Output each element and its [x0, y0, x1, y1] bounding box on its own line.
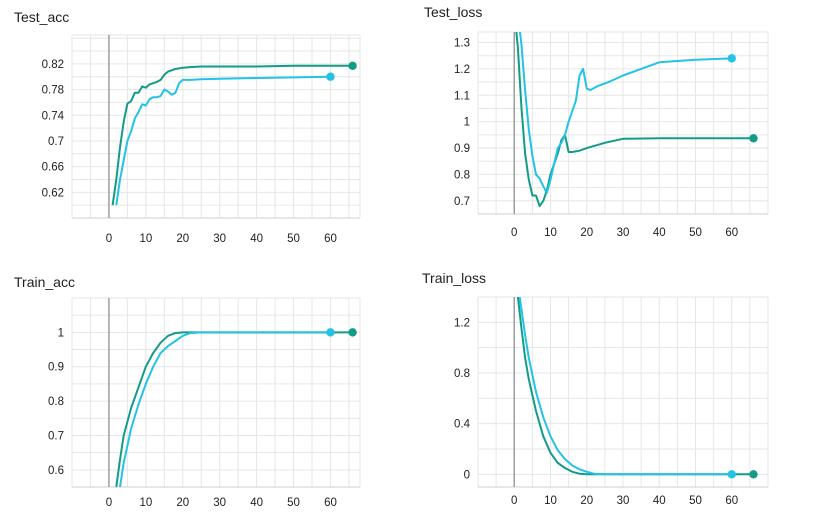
y-tick-label: 0.78 — [42, 85, 64, 97]
x-tick-label: 60 — [725, 227, 738, 239]
x-tick-label: 30 — [213, 233, 226, 245]
x-tick-label: 30 — [617, 227, 630, 239]
x-tick-label: 10 — [544, 495, 557, 507]
train-acc-chart: 0 10 20 30 40 50 60 0.6 0.7 0.8 0.9 1 — [48, 297, 361, 509]
y-tick-label: 1.1 — [454, 90, 470, 102]
test-acc-title: Test_acc — [14, 9, 70, 25]
series-line-cyan — [115, 75, 331, 206]
series-line-cyan — [119, 331, 331, 487]
series-line-teal — [515, 32, 754, 208]
test-loss-title: Test_loss — [424, 4, 483, 20]
y-tick-label: 1.3 — [454, 38, 470, 50]
x-tick-label: 0 — [106, 233, 112, 245]
x-tick-label: 40 — [653, 495, 666, 507]
y-tick-label: 0.9 — [454, 143, 470, 155]
x-tick-label: 20 — [176, 233, 189, 245]
series-end-marker-cyan — [326, 328, 335, 337]
series-end-marker-teal — [348, 61, 357, 71]
x-tick-label: 0 — [511, 227, 517, 239]
y-tick-label: 1.2 — [454, 317, 470, 329]
y-tick-label: 0 — [464, 469, 470, 481]
train-acc-title: Train_acc — [14, 274, 75, 290]
x-tick-label: 40 — [250, 497, 263, 509]
x-tick-label: 10 — [139, 497, 152, 509]
series-line-cyan — [518, 297, 732, 476]
x-tick-label: 20 — [580, 495, 593, 507]
y-tick-label: 1 — [464, 117, 470, 129]
y-tick-label: 0.62 — [42, 187, 64, 199]
grid-lines — [71, 297, 361, 488]
x-tick-label: 50 — [689, 227, 702, 239]
y-tick-label: 0.66 — [42, 162, 64, 174]
x-tick-label: 50 — [287, 497, 300, 509]
x-tick-label: 60 — [725, 495, 738, 507]
test-acc-chart: 0 10 20 30 40 50 60 0.62 0.66 0.7 0.74 0.78 0.82 — [42, 34, 361, 245]
x-tick-label: 60 — [324, 233, 337, 245]
y-tick-label: 0.82 — [42, 59, 64, 71]
y-tick-label: 0.8 — [454, 368, 470, 380]
x-tick-label: 0 — [106, 497, 112, 509]
x-tick-label: 50 — [689, 495, 702, 507]
y-tick-label: 1.2 — [454, 64, 470, 76]
x-tick-label: 50 — [287, 233, 300, 245]
y-tick-label: 0.8 — [48, 396, 64, 408]
test-loss-chart: 0 10 20 30 40 50 60 0.7 0.8 0.9 1 1.1 1.2 1.3 — [454, 31, 769, 239]
series-end-marker-teal — [348, 328, 357, 337]
x-tick-label: 30 — [213, 497, 226, 509]
x-tick-label: 20 — [176, 497, 189, 509]
series-line-teal — [516, 297, 754, 476]
x-tick-label: 10 — [544, 227, 557, 239]
series-end-marker-cyan — [727, 54, 736, 63]
y-tick-label: 0.74 — [42, 110, 65, 122]
series-end-marker-cyan — [727, 470, 736, 479]
y-tick-label: 0.6 — [48, 465, 64, 477]
x-tick-label: 0 — [511, 495, 517, 507]
series-end-marker-cyan — [326, 72, 335, 81]
series-line-cyan — [518, 32, 732, 194]
y-tick-label: 1 — [58, 327, 64, 339]
train-loss-chart: 0 10 20 30 40 50 60 0 0.4 0.8 1.2 — [454, 296, 769, 507]
y-tick-label: 0.8 — [454, 169, 470, 181]
y-tick-label: 0.7 — [48, 136, 64, 148]
train-loss-title: Train_loss — [422, 270, 487, 286]
x-tick-label: 10 — [139, 233, 152, 245]
grid-lines — [477, 31, 769, 215]
x-tick-label: 40 — [250, 233, 263, 245]
series-end-marker-teal — [749, 134, 758, 143]
y-tick-label: 0.4 — [454, 419, 471, 431]
x-tick-label: 20 — [580, 227, 593, 239]
x-tick-label: 60 — [324, 497, 337, 509]
series-end-marker-teal — [749, 470, 758, 479]
y-tick-label: 0.7 — [454, 196, 470, 208]
x-tick-label: 30 — [617, 495, 630, 507]
series-line-teal — [111, 64, 353, 206]
x-tick-label: 40 — [653, 227, 666, 239]
y-tick-label: 0.7 — [48, 430, 64, 442]
y-tick-label: 0.9 — [48, 362, 64, 374]
series-line-teal — [115, 331, 353, 487]
